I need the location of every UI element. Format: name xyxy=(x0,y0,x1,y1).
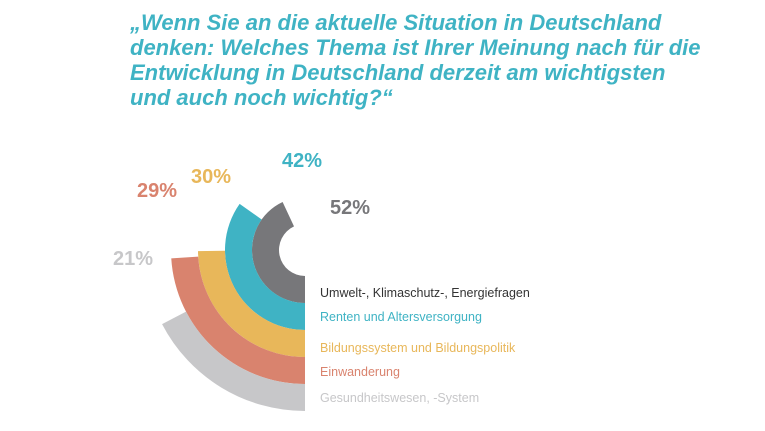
ring-bar xyxy=(162,311,305,411)
value-label: 52% xyxy=(330,197,370,219)
ring-bar xyxy=(171,256,305,384)
category-label: Gesundheitswesen, -System xyxy=(320,391,479,405)
ring-bar xyxy=(251,201,305,303)
category-label: Einwanderung xyxy=(320,365,400,379)
category-label: Renten und Altersversorgung xyxy=(320,310,482,324)
category-label: Bildungssystem und Bildungspolitik xyxy=(320,341,516,355)
title-line: und auch noch wichtig?“ xyxy=(130,85,393,110)
title-line: Entwicklung in Deutschland derzeit am wi… xyxy=(130,60,666,85)
value-label: 29% xyxy=(137,180,177,202)
ring-bar xyxy=(198,250,305,357)
chart-title: „Wenn Sie an die aktuelle Situation in D… xyxy=(130,10,750,110)
value-label: 30% xyxy=(191,166,231,188)
value-label: 21% xyxy=(113,248,153,270)
title-line: „Wenn Sie an die aktuelle Situation in D… xyxy=(130,10,662,35)
category-label: Umwelt-, Klimaschutz-, Energiefragen xyxy=(320,286,530,300)
title-line: denken: Welches Thema ist Ihrer Meinung … xyxy=(130,35,701,60)
value-label: 42% xyxy=(282,150,322,172)
ring-bar xyxy=(225,203,305,330)
